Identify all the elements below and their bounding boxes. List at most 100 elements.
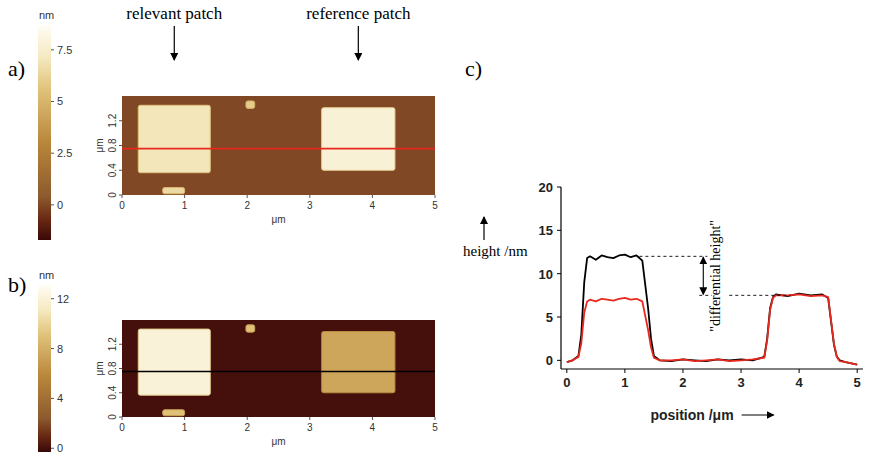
x-tick (247, 195, 248, 198)
annotation: "differential height" (708, 220, 723, 332)
colorbar-tick-label: 0 (57, 199, 63, 211)
patch (322, 108, 395, 170)
x-tick-label: 1 (182, 200, 188, 211)
x-tick (372, 195, 373, 198)
colorbar-tick (51, 298, 54, 299)
y-tick (119, 195, 122, 196)
colorbar-tick (51, 101, 54, 102)
annotation-arrow (358, 26, 359, 60)
y-tick-label: 0 (546, 353, 553, 368)
colorbar-tick-label: 12 (57, 293, 69, 305)
patch (322, 332, 395, 393)
patch (246, 325, 255, 332)
y-axis-title: μm (94, 138, 105, 152)
x-tick (435, 417, 436, 420)
x-tick (247, 417, 248, 420)
x-tick-label: 4 (795, 375, 803, 390)
x-tick-label: 2 (679, 375, 686, 390)
x-axis-arrow (742, 414, 774, 415)
dashed-level (639, 256, 707, 257)
patch (163, 410, 185, 416)
y-tick-label: 10 (539, 267, 553, 282)
x-tick-label: 5 (432, 422, 438, 433)
x-tick (184, 417, 185, 420)
patch (138, 329, 210, 395)
y-tick-label: 0.4 (107, 163, 118, 177)
line-panel: c)05101520012345position /μmheight /nm"d… (463, 56, 863, 423)
colorbar-tick-label: 5 (57, 95, 63, 107)
y-tick (557, 360, 561, 361)
x-tick (682, 369, 683, 373)
y-tick-label: 0.8 (107, 361, 118, 375)
y-tick (557, 317, 561, 318)
x-axis-title: μm (271, 214, 285, 225)
x-tick-label: 2 (244, 422, 250, 433)
y-tick (119, 170, 122, 171)
y-tick-label: 0 (107, 192, 118, 198)
x-tick-label: 0 (119, 200, 125, 211)
x-axis-title: position /μm (650, 407, 733, 423)
profile-line (122, 148, 435, 150)
colorbar-tick-label: 8 (57, 343, 63, 355)
y-tick (119, 368, 122, 369)
image-panel: b)nm04812012345μm00.40.81.2μm (8, 269, 438, 454)
y-axis-arrow (483, 217, 484, 240)
y-tick-label: 1.2 (107, 337, 118, 351)
y-tick (119, 145, 122, 146)
image-area (122, 320, 435, 417)
y-tick (557, 273, 561, 274)
x-tick (372, 417, 373, 420)
y-tick (119, 417, 122, 418)
x-axis-title: μm (271, 436, 285, 447)
colorbar-tick-label: 4 (57, 392, 63, 404)
x-tick (624, 369, 625, 373)
x-tick-label: 1 (182, 422, 188, 433)
x-tick (741, 369, 742, 373)
colorbar-tick (51, 398, 54, 399)
substrate (122, 320, 435, 417)
substrate (122, 96, 435, 195)
colorbar-tick (51, 448, 54, 449)
image-area (122, 96, 435, 195)
colorbar-tick-label: 0 (57, 442, 63, 454)
y-tick (119, 120, 122, 121)
x-tick (566, 369, 567, 373)
y-tick (557, 230, 561, 231)
y-tick-label: 15 (539, 223, 553, 238)
colorbar-tick-label: 7.5 (57, 44, 72, 56)
y-tick-label: 20 (539, 180, 553, 195)
y-tick (119, 344, 122, 345)
image-panel: a)nm02.557.5012345μm00.40.81.2μmrelevant… (8, 4, 438, 240)
x-tick-label: 4 (370, 422, 376, 433)
colorbar-tick-label: 2.5 (57, 147, 72, 159)
x-tick (799, 369, 800, 373)
figure: a)nm02.557.5012345μm00.40.81.2μmrelevant… (0, 0, 890, 457)
panel-letter: a) (8, 56, 25, 81)
annotation: relevant patch (126, 4, 222, 23)
x-tick-label: 2 (244, 200, 250, 211)
x-tick-label: 3 (307, 200, 313, 211)
profile-line (122, 371, 435, 373)
colorbar-tick (51, 153, 54, 154)
x-tick-label: 5 (854, 375, 861, 390)
y-tick-label: 0.8 (107, 138, 118, 152)
y-axis-title: μm (94, 361, 105, 375)
colorbar-tick (51, 204, 54, 205)
colorbar-tick (51, 49, 54, 50)
y-tick (119, 392, 122, 393)
x-tick (309, 417, 310, 420)
x-tick-label: 5 (432, 200, 438, 211)
patch (246, 101, 255, 108)
annotation: reference patch (306, 4, 411, 23)
x-tick-label: 3 (737, 375, 744, 390)
x-tick-label: 4 (370, 200, 376, 211)
x-tick (309, 195, 310, 198)
x-tick (184, 195, 185, 198)
colorbar-tick (51, 348, 54, 349)
x-tick (857, 369, 858, 373)
y-tick-label: 0.4 (107, 385, 118, 399)
colorbar-label: nm (39, 9, 54, 21)
y-tick (557, 187, 561, 188)
difference-arrow (703, 257, 704, 294)
x-tick-label: 1 (621, 375, 628, 390)
